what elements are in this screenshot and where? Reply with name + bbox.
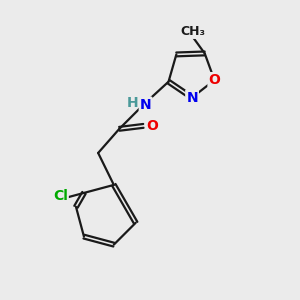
Text: N: N: [186, 91, 198, 105]
Text: Cl: Cl: [53, 189, 68, 203]
Text: CH₃: CH₃: [180, 25, 205, 38]
Text: O: O: [208, 73, 220, 87]
Text: H: H: [127, 96, 138, 110]
Text: N: N: [140, 98, 152, 112]
Text: O: O: [146, 119, 158, 133]
